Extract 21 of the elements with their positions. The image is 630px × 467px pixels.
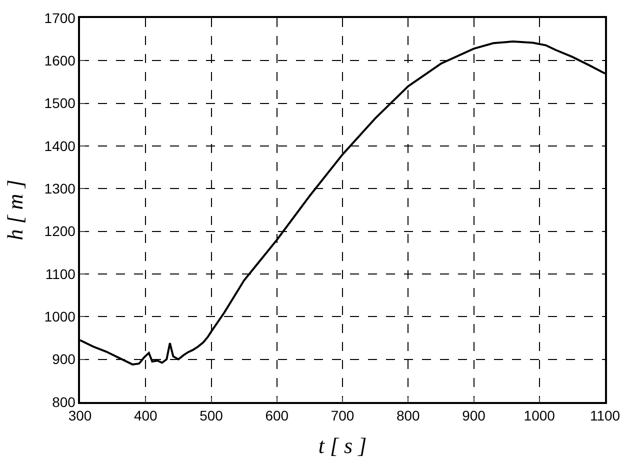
- x-tick-label: 900: [462, 408, 486, 424]
- y-tick-label: 1700: [44, 10, 76, 26]
- x-tick-label: 800: [396, 408, 420, 424]
- x-tick-label: 700: [330, 408, 354, 424]
- x-axis-title: t [ s ]: [318, 432, 367, 458]
- y-tick-label: 1000: [44, 308, 76, 325]
- x-tick-label: 500: [200, 408, 224, 424]
- y-tick-label: 800: [52, 394, 76, 410]
- y-tick-label: 1200: [44, 223, 76, 240]
- y-tick-label: 1300: [44, 180, 76, 197]
- x-tick-label: 1000: [524, 408, 556, 424]
- y-tick-label: 900: [52, 351, 76, 368]
- x-tick-label: 400: [134, 408, 158, 424]
- y-tick-label: 1500: [44, 95, 76, 112]
- x-tick-label: 300: [68, 408, 92, 424]
- x-tick-label: 600: [265, 408, 289, 424]
- y-tick-label: 1600: [44, 52, 76, 69]
- x-tick-label: 1100: [590, 408, 620, 424]
- y-axis-title: h [ m ]: [2, 180, 28, 240]
- y-tick-label: 1400: [44, 138, 76, 154]
- y-tick-label: 1100: [45, 266, 76, 282]
